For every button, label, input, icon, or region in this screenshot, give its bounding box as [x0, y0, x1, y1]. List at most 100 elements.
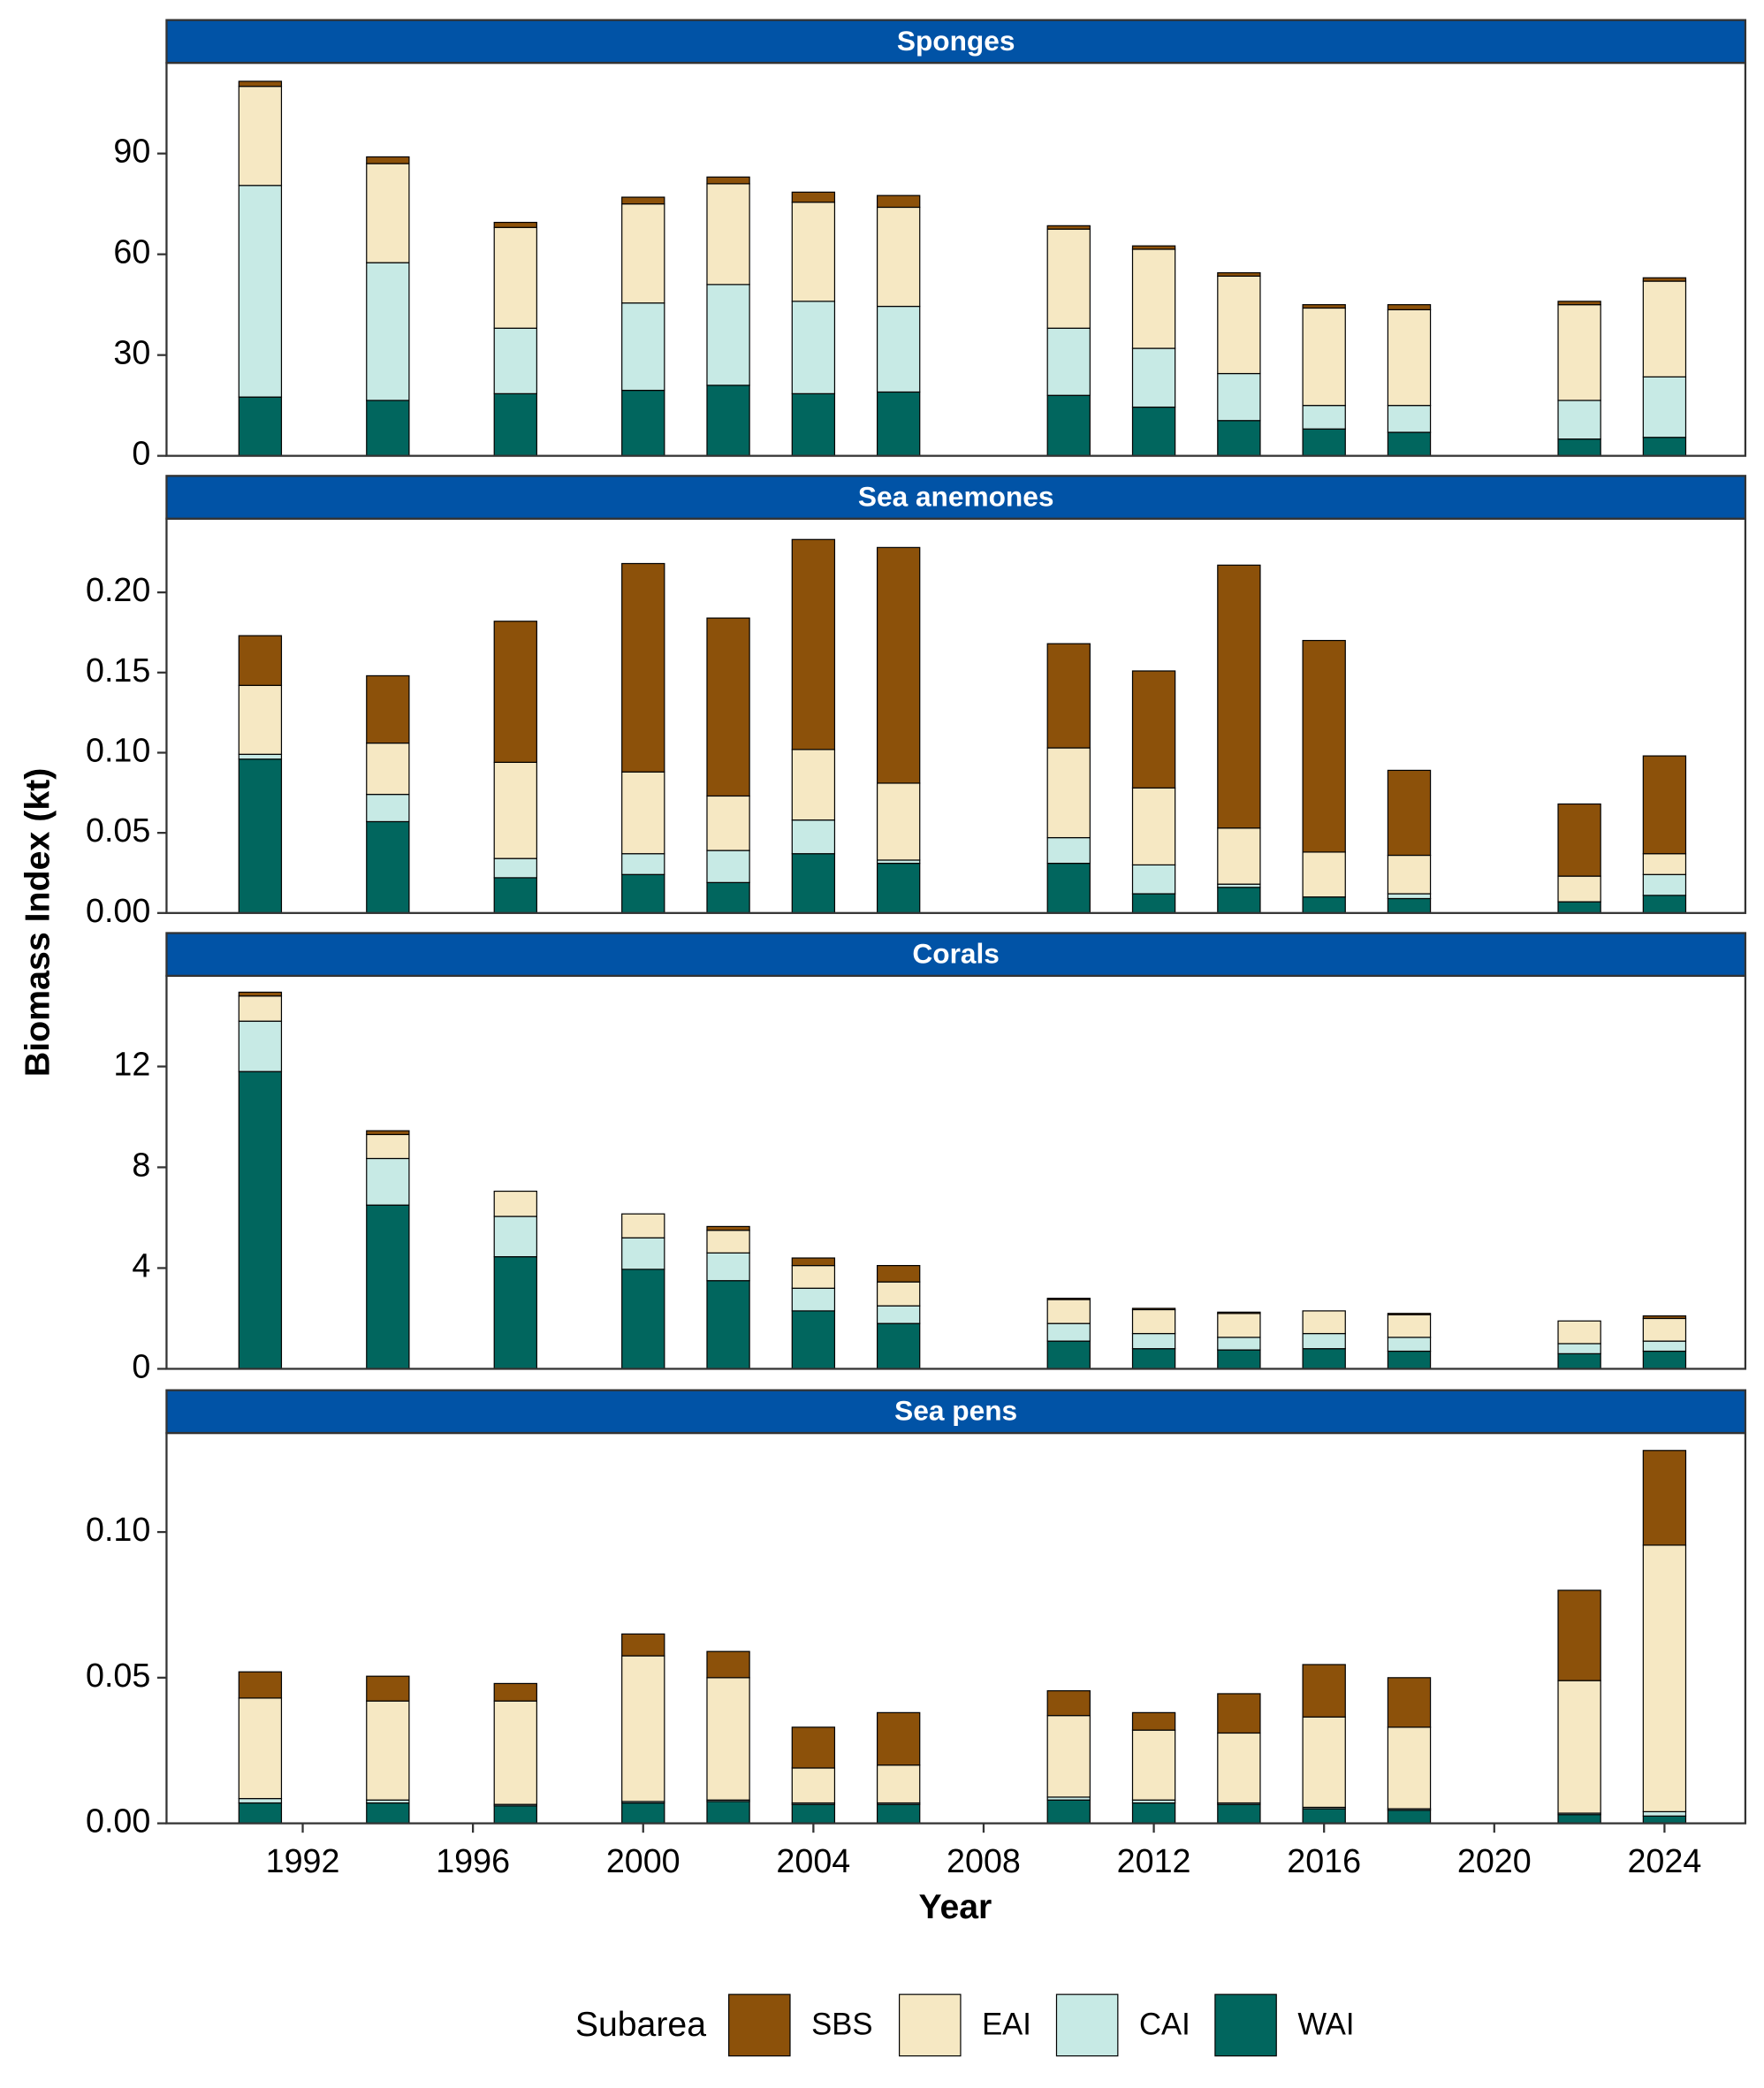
legend-swatch: [728, 1993, 791, 2057]
bar-segment: [876, 1265, 921, 1283]
bar-segment: [621, 1655, 665, 1802]
bar-segment: [876, 862, 921, 914]
bar-segment: [366, 1204, 410, 1370]
bar-segment: [1217, 1732, 1261, 1804]
x-tick-label: 2004: [776, 1842, 850, 1879]
bar-segment: [1217, 1311, 1261, 1315]
bar-segment: [621, 1633, 665, 1657]
bar-segment: [238, 753, 283, 760]
bar-segment: [1642, 1450, 1687, 1546]
bar-segment: [1302, 428, 1346, 457]
bar-segment: [238, 185, 283, 398]
bar-segment: [1387, 1726, 1432, 1810]
bar-segment: [1387, 309, 1432, 407]
bar-segment: [1046, 862, 1091, 914]
bar-segment: [1557, 438, 1601, 457]
bar-segment: [791, 853, 836, 914]
bar-segment: [1302, 307, 1346, 407]
bar-segment: [1642, 280, 1687, 377]
bar-segment: [1217, 887, 1261, 914]
legend-swatch: [1214, 1993, 1277, 2057]
bar-segment: [1131, 1332, 1176, 1350]
bar-segment: [238, 80, 283, 88]
bar-segment: [1387, 405, 1432, 433]
bar-segment: [876, 1803, 921, 1825]
bar-segment: [706, 1252, 750, 1282]
bar-segment: [1642, 277, 1687, 282]
bar-segment: [876, 391, 921, 457]
bar-segment: [493, 392, 537, 457]
bar-segment: [706, 385, 750, 457]
legend-title: Subarea: [575, 2005, 706, 2044]
bar-segment: [621, 203, 665, 304]
bar-segment: [493, 1805, 537, 1825]
bar-segment: [366, 794, 410, 823]
bar-segment: [706, 850, 750, 883]
bar-segment: [621, 853, 665, 875]
bar-segment: [1557, 1343, 1601, 1354]
bar-segment: [1217, 827, 1261, 885]
bar-segment: [791, 1257, 836, 1267]
bar-segment: [1217, 1337, 1261, 1351]
legend-label: EAI: [982, 2008, 1031, 2042]
y-tick-label: 0: [132, 1347, 150, 1384]
y-tick-label: 0.10: [86, 731, 150, 768]
bar-segment: [706, 1280, 750, 1370]
bar-segment: [1131, 787, 1176, 866]
bar-segment: [1302, 405, 1346, 430]
strip-title: Corals: [912, 938, 999, 970]
bar-segment: [1557, 803, 1601, 877]
bar-segment: [1131, 1802, 1176, 1825]
bar-segment: [493, 1215, 537, 1258]
bar-segment: [1217, 271, 1261, 277]
y-tick-label: 4: [132, 1246, 150, 1284]
x-tick-label: 2016: [1287, 1842, 1361, 1879]
bar-segment: [1131, 347, 1176, 408]
bar-segment: [791, 1265, 836, 1289]
bar-segment: [493, 1190, 537, 1217]
bar-segment: [1642, 873, 1687, 896]
bar-segment: [791, 819, 836, 855]
bar-segment: [366, 262, 410, 401]
strip-title: Sponges: [897, 25, 1015, 57]
y-tick-label: 0: [132, 435, 150, 472]
bar-segment: [238, 396, 283, 457]
bar-segment: [1557, 304, 1601, 401]
bar-segment: [1557, 1814, 1601, 1825]
bar-segment: [366, 1157, 410, 1206]
bar-segment: [1387, 1810, 1432, 1825]
bar-segment: [238, 1071, 283, 1370]
bar-segment: [238, 684, 283, 755]
bar-segment: [706, 1230, 750, 1254]
bar-segment: [1642, 1350, 1687, 1370]
bar-segment: [1387, 1337, 1432, 1353]
bar-segment: [366, 1700, 410, 1801]
bar-segment: [1046, 327, 1091, 396]
y-tick-label: 0.15: [86, 652, 150, 689]
bar-segment: [1217, 1313, 1261, 1338]
bar-segment: [1387, 1313, 1432, 1315]
bar-segment: [1302, 1310, 1346, 1335]
bar-segment: [1046, 1715, 1091, 1798]
bar-segment: [1046, 1322, 1091, 1342]
bar-segment: [1642, 755, 1687, 855]
bar-segment: [1046, 1690, 1091, 1717]
bar-segment: [706, 1801, 750, 1825]
bar-segment: [706, 1225, 750, 1231]
bar-segment: [876, 206, 921, 308]
bar-segment: [876, 305, 921, 393]
bar-segment: [876, 546, 921, 784]
strip: [165, 1389, 1747, 1435]
bar-segment: [366, 1675, 410, 1702]
bar-segment: [876, 1281, 921, 1307]
bar-segment: [1387, 1677, 1432, 1728]
bar-segment: [238, 991, 283, 997]
bar-segment: [706, 1650, 750, 1679]
legend-label: SBS: [811, 2008, 872, 2042]
panel-background: [166, 518, 1745, 913]
bar-segment: [1131, 245, 1176, 250]
x-tick-label: 2012: [1117, 1842, 1191, 1879]
strip: [165, 19, 1747, 65]
bar-segment: [1046, 836, 1091, 865]
bar-segment: [1131, 1308, 1176, 1335]
